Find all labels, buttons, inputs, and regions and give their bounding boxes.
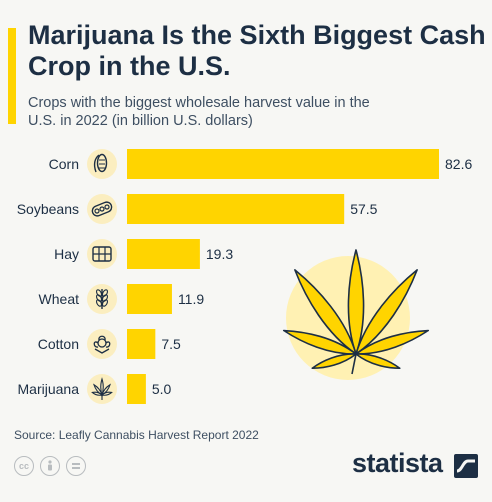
chart-subtitle: Crops with the biggest wholesale harvest… <box>28 95 370 129</box>
bar-wheat <box>127 284 172 314</box>
marijuana-leaf-icon <box>87 374 117 404</box>
creative-commons-icon[interactable]: cc <box>14 456 34 476</box>
bar-chart: Corn 82.6 Soybeans 57.5 Hay 19.3 Wheat 11.9 Cott… <box>17 149 472 404</box>
value-label: 11.9 <box>178 291 204 307</box>
cannabis-leaf-decoration <box>282 249 430 380</box>
category-label: Corn <box>49 156 79 172</box>
source-note: Source: Leafly Cannabis Harvest Report 2… <box>14 428 259 442</box>
value-label: 7.5 <box>161 336 181 352</box>
statista-logo[interactable]: statista <box>352 448 443 478</box>
category-label: Soybeans <box>17 201 79 217</box>
bar-cotton <box>127 329 156 359</box>
value-label: 5.0 <box>152 381 172 397</box>
title-accent-bar <box>8 28 16 124</box>
bar-marijuana <box>127 374 146 404</box>
category-label: Cotton <box>38 336 79 352</box>
value-label: 19.3 <box>206 246 233 262</box>
corn-icon <box>87 149 117 179</box>
attribution-icon[interactable] <box>40 456 60 476</box>
bar-hay <box>127 239 200 269</box>
statista-logo-mark <box>454 454 478 478</box>
wheat-icon <box>87 284 117 314</box>
bar-soybeans <box>127 194 345 224</box>
chart-title: Marijuana Is the Sixth Biggest Cash Crop… <box>28 20 486 81</box>
value-label: 57.5 <box>350 201 377 217</box>
no-derivatives-icon[interactable] <box>66 456 86 476</box>
category-label: Marijuana <box>18 381 80 397</box>
category-label: Wheat <box>39 291 80 307</box>
soybean-icon <box>87 194 117 224</box>
hay-icon <box>87 239 117 269</box>
category-label: Hay <box>54 246 79 262</box>
value-label: 82.6 <box>445 156 472 172</box>
license-icons: cc <box>14 456 86 476</box>
bar-corn <box>127 149 439 179</box>
cotton-icon <box>87 329 117 359</box>
